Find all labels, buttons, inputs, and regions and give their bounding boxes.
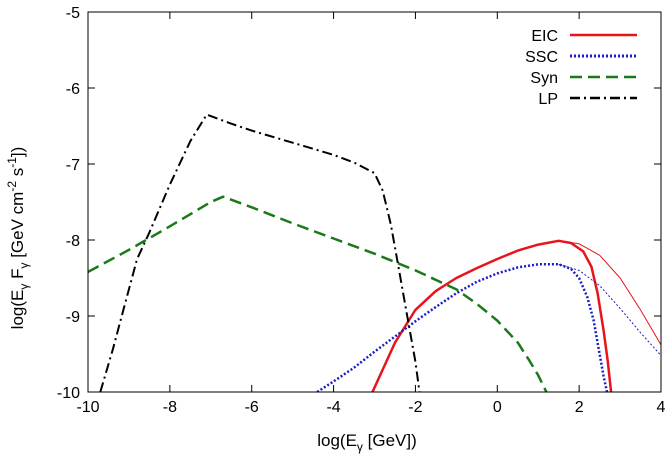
x-axis-label-sub: γ — [357, 440, 363, 454]
x-tick-label: 4 — [657, 399, 666, 416]
series-line-ssc — [316, 263, 609, 392]
tick-labels: -10 -8 -6 -4 -2 0 2 4 -10 -9 -8 -7 -6 -5 — [57, 5, 666, 416]
series-line-syn — [88, 195, 548, 392]
x-tick-label: -2 — [408, 399, 422, 416]
y-label-p5: ]) — [8, 147, 27, 157]
axis-ticks — [87, 11, 662, 393]
y-tick-label: -5 — [66, 5, 80, 22]
series-line-ssc-extended — [558, 263, 661, 356]
x-tick-label: 2 — [575, 399, 584, 416]
series-line-eic — [371, 239, 613, 392]
legend-label: Syn — [530, 70, 558, 87]
y-axis-label: log(Eγ Fγ [GeV cm-2 s-1]) — [5, 147, 31, 330]
x-tick-label: 0 — [493, 399, 502, 416]
x-axis-label-main: log(E — [317, 431, 357, 450]
y-label-p3: [GeV cm — [8, 192, 27, 263]
y-tick-label: -9 — [66, 309, 80, 326]
series-line-lp — [99, 113, 421, 392]
y-label-s1: γ — [17, 284, 31, 290]
x-tick-label: -6 — [245, 399, 259, 416]
x-tick-label: -10 — [76, 399, 99, 416]
x-tick-label: -8 — [163, 399, 177, 416]
y-tick-label: -6 — [66, 81, 80, 98]
series-line-eic-extended — [558, 240, 661, 346]
legend-label: EIC — [531, 28, 558, 45]
y-label-p4: s — [8, 168, 27, 181]
y-label-e2: -1 — [5, 157, 19, 168]
legend-label: SSC — [525, 49, 558, 66]
y-tick-label: -8 — [66, 233, 80, 250]
legend: EIC SSC Syn LP — [525, 28, 637, 108]
y-tick-label: -10 — [57, 385, 80, 402]
y-label-p1: log(E — [8, 290, 27, 330]
y-label-p2: F — [8, 269, 27, 284]
y-tick-label: -7 — [66, 157, 80, 174]
legend-label: LP — [538, 91, 558, 108]
plot-frame — [87, 11, 662, 393]
series-group — [88, 113, 661, 392]
y-label-s2: γ — [17, 263, 31, 269]
x-tick-label: -4 — [326, 399, 340, 416]
x-axis-label-unit: [GeV]) — [363, 431, 417, 450]
y-label-e1: -2 — [5, 181, 19, 192]
x-axis-label: log(Eγ [GeV]) — [317, 431, 417, 454]
